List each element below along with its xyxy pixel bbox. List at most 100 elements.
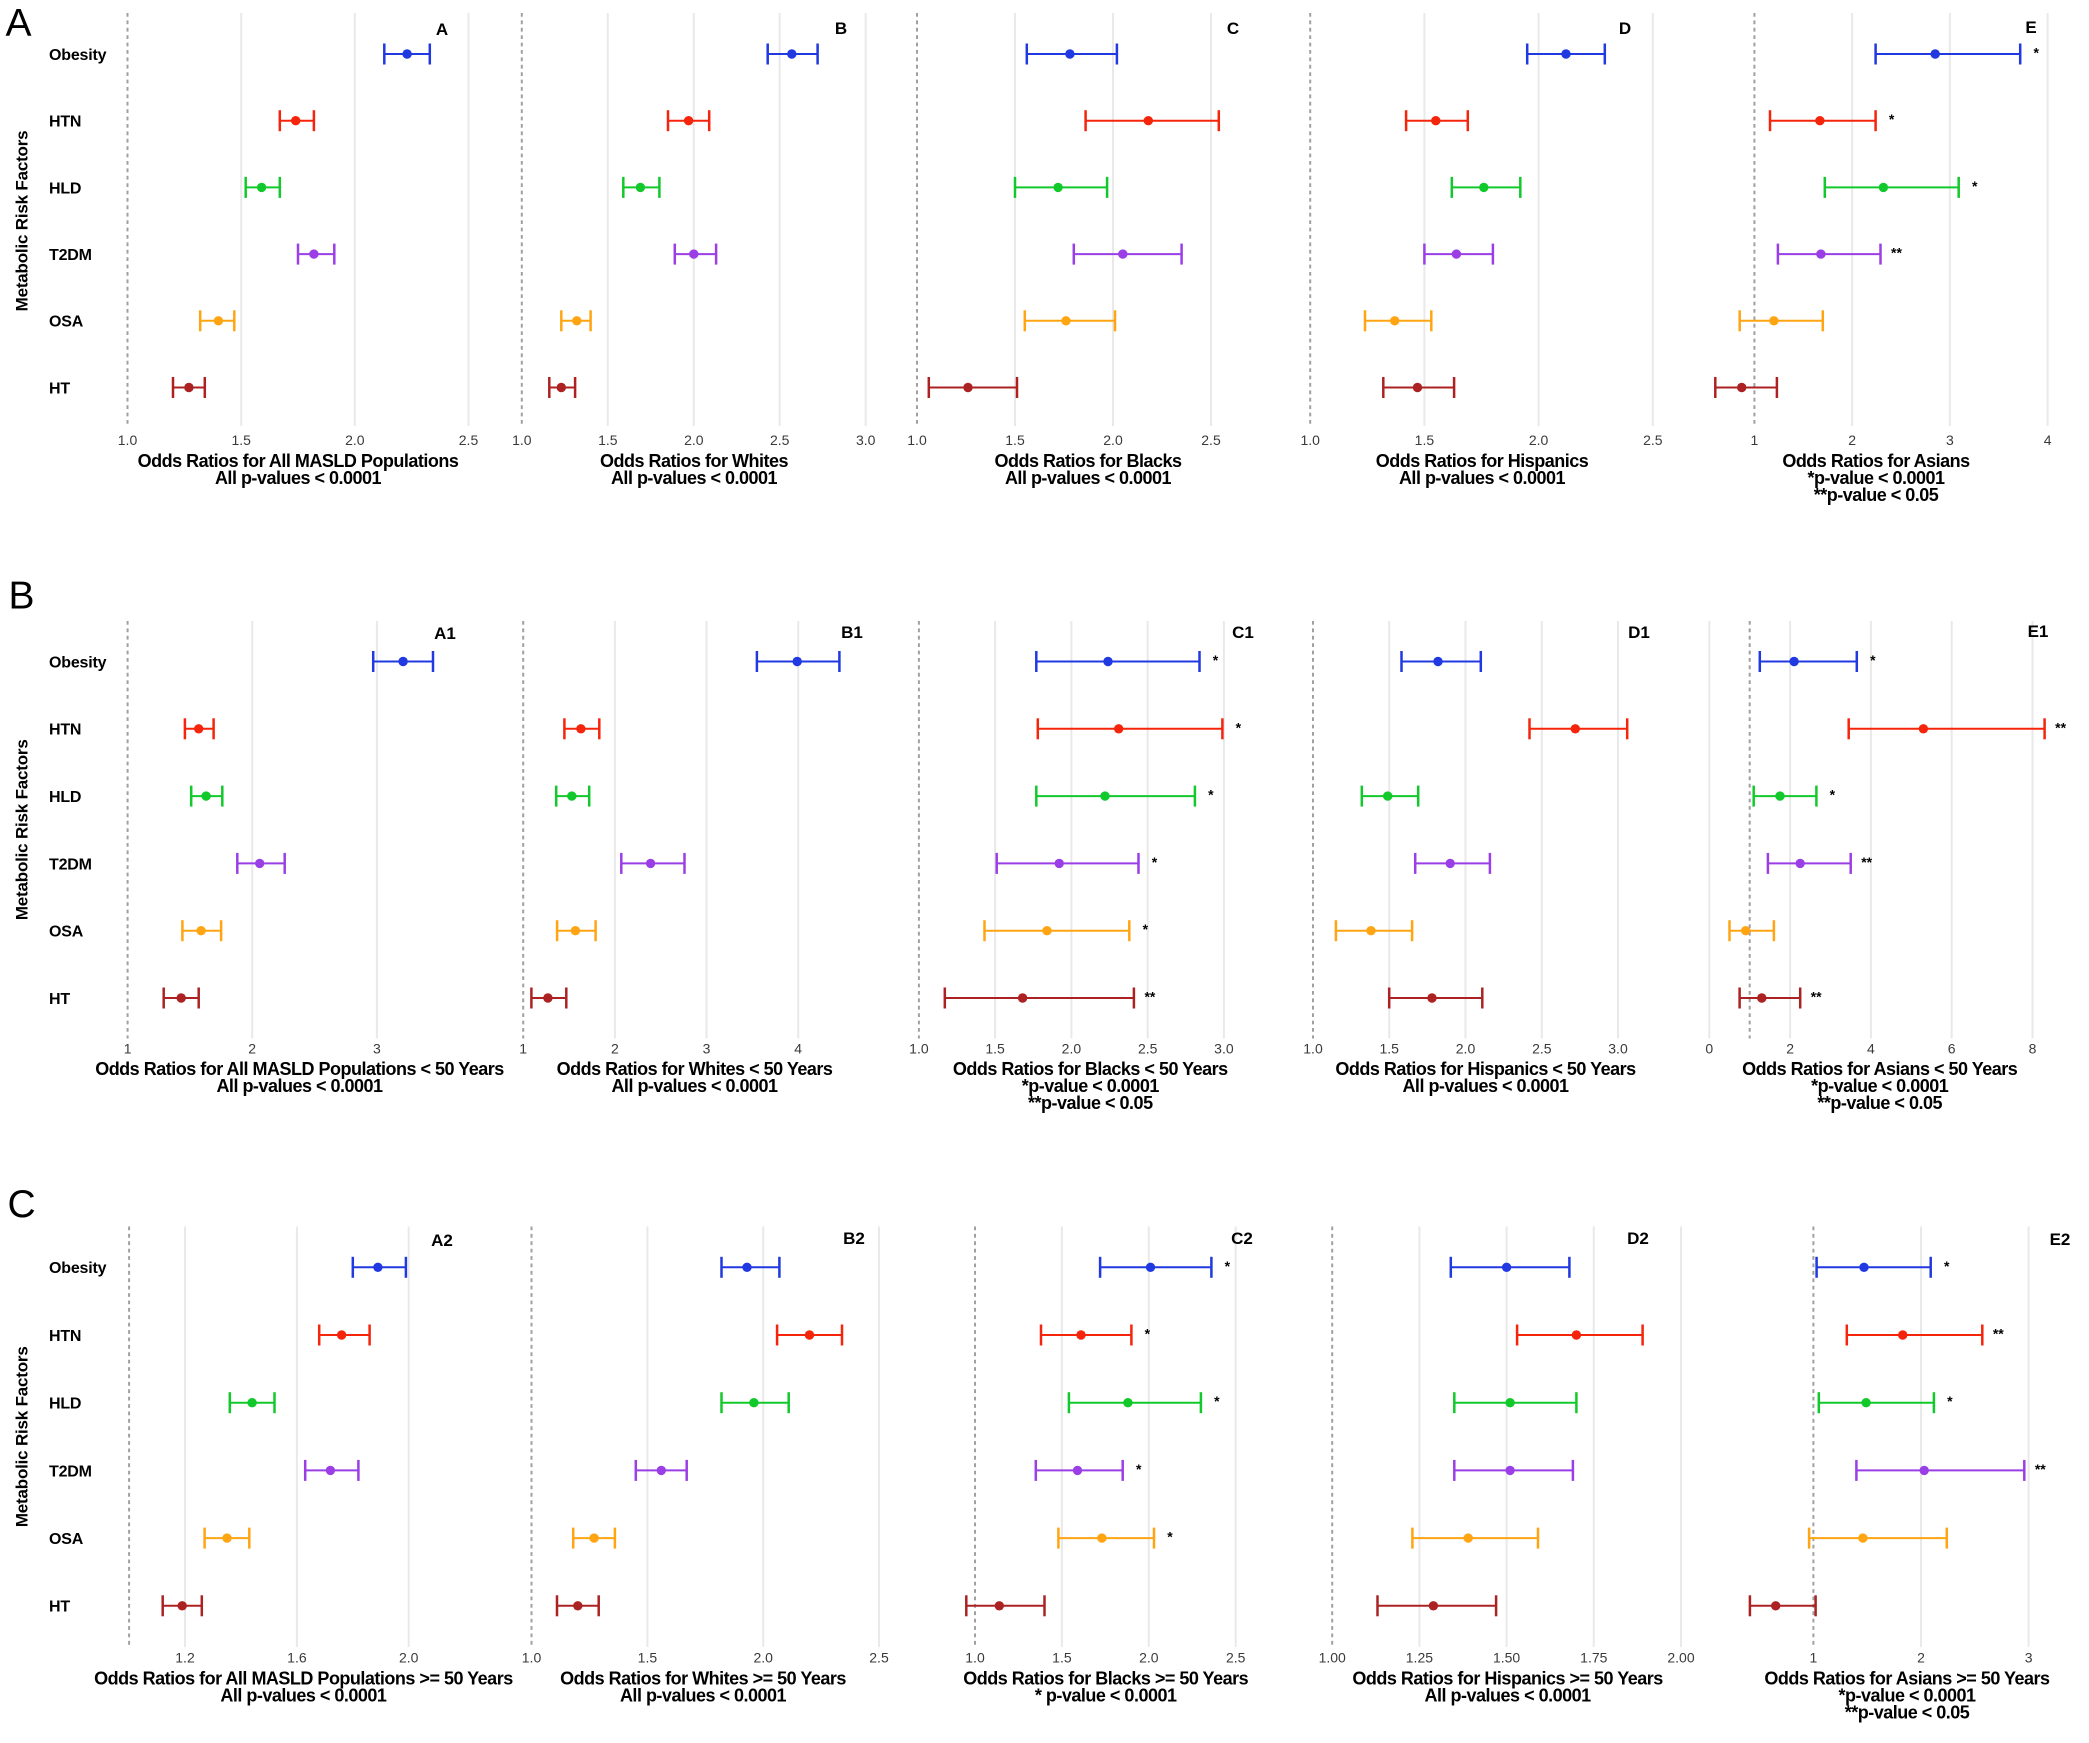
- svg-text:B2: B2: [843, 1229, 865, 1248]
- svg-text:3: 3: [703, 1040, 711, 1056]
- svg-text:4: 4: [1867, 1040, 1875, 1056]
- svg-text:*: *: [1225, 1258, 1231, 1274]
- svg-text:HTN: HTN: [49, 114, 81, 131]
- svg-text:All p-values < 0.0001: All p-values < 0.0001: [1402, 1076, 1569, 1096]
- svg-text:Odds Ratios for Whites < 50 Ye: Odds Ratios for Whites < 50 Years: [557, 1059, 833, 1079]
- svg-text:**: **: [1891, 245, 1902, 261]
- svg-text:1.5: 1.5: [1415, 432, 1435, 448]
- svg-text:Odds Ratios for Blacks >= 50 Y: Odds Ratios for Blacks >= 50 Years: [963, 1668, 1248, 1688]
- svg-text:Odds Ratios for Hispanics < 50: Odds Ratios for Hispanics < 50 Years: [1335, 1059, 1636, 1079]
- svg-text:1.5: 1.5: [1379, 1040, 1399, 1056]
- svg-text:1.5: 1.5: [598, 432, 618, 448]
- svg-text:HT: HT: [49, 1599, 70, 1616]
- svg-text:2.0: 2.0: [1529, 432, 1549, 448]
- svg-text:B: B: [835, 19, 847, 38]
- svg-text:**p-value < 0.05: **p-value < 0.05: [1814, 485, 1939, 505]
- svg-text:2.5: 2.5: [770, 432, 790, 448]
- svg-text:**: **: [1144, 989, 1155, 1005]
- svg-text:2.5: 2.5: [1201, 432, 1221, 448]
- svg-text:Odds Ratios for Hispanics: Odds Ratios for Hispanics: [1376, 451, 1589, 471]
- svg-text:3: 3: [373, 1040, 381, 1056]
- svg-text:Odds Ratios for Asians >= 50 Y: Odds Ratios for Asians >= 50 Years: [1764, 1668, 2050, 1688]
- svg-text:All p-values < 0.0001: All p-values < 0.0001: [611, 1076, 778, 1096]
- svg-text:Odds Ratios for All MASLD Popu: Odds Ratios for All MASLD Populations: [138, 451, 459, 471]
- svg-text:* p-value < 0.0001: * p-value < 0.0001: [1035, 1685, 1177, 1705]
- svg-text:2: 2: [611, 1040, 619, 1056]
- svg-text:2.00: 2.00: [1667, 1649, 1694, 1665]
- svg-text:1.5: 1.5: [985, 1040, 1005, 1056]
- svg-text:1.5: 1.5: [1005, 432, 1025, 448]
- svg-text:*: *: [1214, 1393, 1220, 1409]
- svg-text:E: E: [2025, 18, 2036, 37]
- svg-text:**: **: [2035, 1461, 2046, 1477]
- svg-text:1.25: 1.25: [1406, 1649, 1433, 1665]
- svg-text:1.5: 1.5: [231, 432, 251, 448]
- svg-text:1: 1: [124, 1040, 132, 1056]
- svg-text:4: 4: [794, 1040, 802, 1056]
- svg-text:1.75: 1.75: [1580, 1649, 1607, 1665]
- svg-text:1.0: 1.0: [1300, 432, 1320, 448]
- svg-text:1.50: 1.50: [1493, 1649, 1520, 1665]
- svg-text:D1: D1: [1628, 623, 1650, 642]
- svg-text:1.0: 1.0: [1303, 1040, 1323, 1056]
- svg-text:Metabolic Risk Factors: Metabolic Risk Factors: [13, 739, 32, 920]
- svg-text:OSA: OSA: [49, 1531, 84, 1548]
- svg-text:D2: D2: [1627, 1229, 1649, 1248]
- svg-text:All p-values < 0.0001: All p-values < 0.0001: [1005, 468, 1172, 488]
- svg-text:0: 0: [1705, 1040, 1713, 1056]
- svg-text:All p-values < 0.0001: All p-values < 0.0001: [620, 1685, 787, 1705]
- svg-text:Odds Ratios for Hispanics >= 5: Odds Ratios for Hispanics >= 50 Years: [1352, 1668, 1663, 1688]
- svg-text:2.5: 2.5: [869, 1649, 889, 1665]
- svg-text:*p-value < 0.0001: *p-value < 0.0001: [1807, 468, 1945, 488]
- svg-text:1.0: 1.0: [909, 1040, 929, 1056]
- svg-text:1.2: 1.2: [175, 1649, 195, 1665]
- svg-text:Odds Ratios for Asians < 50 Ye: Odds Ratios for Asians < 50 Years: [1742, 1059, 2018, 1079]
- svg-text:Odds Ratios for Whites >= 50 Y: Odds Ratios for Whites >= 50 Years: [560, 1668, 846, 1688]
- svg-text:1.0: 1.0: [118, 432, 138, 448]
- svg-text:2.0: 2.0: [345, 432, 365, 448]
- svg-text:*: *: [1236, 719, 1242, 735]
- svg-text:*: *: [1213, 652, 1219, 668]
- svg-text:C: C: [8, 1183, 36, 1226]
- svg-text:Odds Ratios for All MASLD Popu: Odds Ratios for All MASLD Populations >=…: [94, 1668, 513, 1688]
- svg-text:1.00: 1.00: [1319, 1649, 1346, 1665]
- svg-text:**p-value < 0.05: **p-value < 0.05: [1845, 1703, 1970, 1723]
- svg-text:E2: E2: [2050, 1230, 2071, 1249]
- svg-text:A1: A1: [434, 624, 456, 643]
- svg-text:C1: C1: [1232, 623, 1254, 642]
- svg-text:E1: E1: [2028, 622, 2049, 641]
- svg-text:3: 3: [2025, 1649, 2033, 1665]
- svg-text:OSA: OSA: [49, 314, 84, 331]
- svg-text:1.0: 1.0: [512, 432, 532, 448]
- svg-text:All p-values < 0.0001: All p-values < 0.0001: [1399, 468, 1566, 488]
- svg-text:Obesity: Obesity: [49, 1260, 107, 1277]
- svg-text:*: *: [1152, 854, 1158, 870]
- svg-text:2.5: 2.5: [1643, 432, 1663, 448]
- svg-text:All p-values < 0.0001: All p-values < 0.0001: [215, 468, 382, 488]
- svg-text:**p-value < 0.05: **p-value < 0.05: [1817, 1093, 1942, 1113]
- svg-text:2: 2: [1848, 432, 1856, 448]
- svg-text:1.5: 1.5: [638, 1649, 658, 1665]
- svg-text:3.0: 3.0: [1608, 1040, 1628, 1056]
- svg-text:*: *: [1145, 1326, 1151, 1342]
- svg-text:2.5: 2.5: [1138, 1040, 1158, 1056]
- svg-text:A2: A2: [431, 1231, 453, 1250]
- svg-text:A: A: [436, 20, 448, 39]
- svg-text:1.0: 1.0: [965, 1649, 985, 1665]
- svg-text:*: *: [1972, 178, 1978, 194]
- svg-text:*: *: [1143, 921, 1149, 937]
- svg-text:**: **: [1861, 854, 1872, 870]
- svg-text:1: 1: [519, 1040, 527, 1056]
- svg-text:HLD: HLD: [49, 1396, 81, 1413]
- svg-text:2.5: 2.5: [1226, 1649, 1246, 1665]
- svg-text:Odds Ratios for Blacks: Odds Ratios for Blacks: [994, 451, 1182, 471]
- svg-text:B1: B1: [841, 623, 863, 642]
- svg-text:2.0: 2.0: [753, 1649, 773, 1665]
- svg-text:D: D: [1619, 19, 1631, 38]
- svg-text:C: C: [1227, 19, 1239, 38]
- svg-text:Odds Ratios for Asians: Odds Ratios for Asians: [1782, 451, 1970, 471]
- svg-text:1.0: 1.0: [522, 1649, 542, 1665]
- svg-text:Metabolic Risk Factors: Metabolic Risk Factors: [13, 131, 32, 312]
- svg-text:2.5: 2.5: [459, 432, 479, 448]
- svg-text:All p-values < 0.0001: All p-values < 0.0001: [611, 468, 778, 488]
